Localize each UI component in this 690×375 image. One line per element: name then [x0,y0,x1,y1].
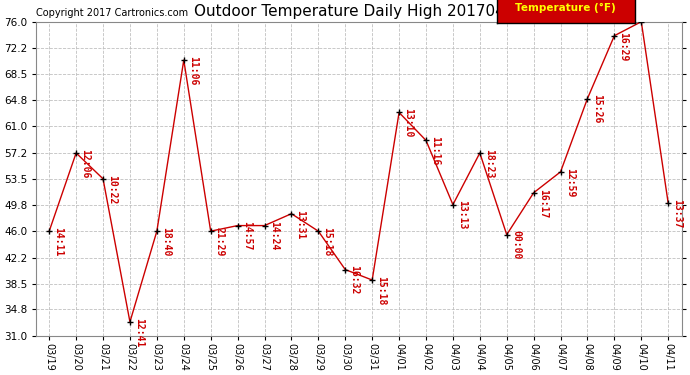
Text: 14:24: 14:24 [268,221,279,251]
Text: 11:16: 11:16 [430,136,440,166]
Text: 18:23: 18:23 [484,149,494,178]
Text: 11:06: 11:06 [188,56,198,86]
Text: 13:31: 13:31 [295,210,306,239]
Text: 15:18: 15:18 [322,227,333,256]
Text: 15:26: 15:26 [591,94,602,124]
Text: 14:57: 14:57 [241,221,252,251]
Text: 12:06: 12:06 [80,149,90,178]
Text: 13:13: 13:13 [457,201,467,230]
Text: 16:17: 16:17 [538,189,548,218]
Title: Outdoor Temperature Daily High 20170412: Outdoor Temperature Daily High 20170412 [194,4,524,19]
Text: 13:37: 13:37 [672,199,682,228]
Text: 12:41: 12:41 [134,318,144,347]
Text: 14:11: 14:11 [53,227,63,256]
Text: 16:29: 16:29 [618,32,629,61]
Text: Copyright 2017 Cartronics.com: Copyright 2017 Cartronics.com [36,8,188,18]
Text: 15:18: 15:18 [376,276,386,305]
Text: Temperature (°F): Temperature (°F) [515,3,616,12]
Text: 10:22: 10:22 [107,175,117,204]
Text: 18:40: 18:40 [161,227,171,256]
Text: 21:29: 21:29 [215,227,225,256]
Text: 12:59: 12:59 [564,168,575,197]
Text: 00:00: 00:00 [511,231,521,260]
Text: 13:10: 13:10 [403,108,413,138]
Text: 16:32: 16:32 [349,266,359,295]
